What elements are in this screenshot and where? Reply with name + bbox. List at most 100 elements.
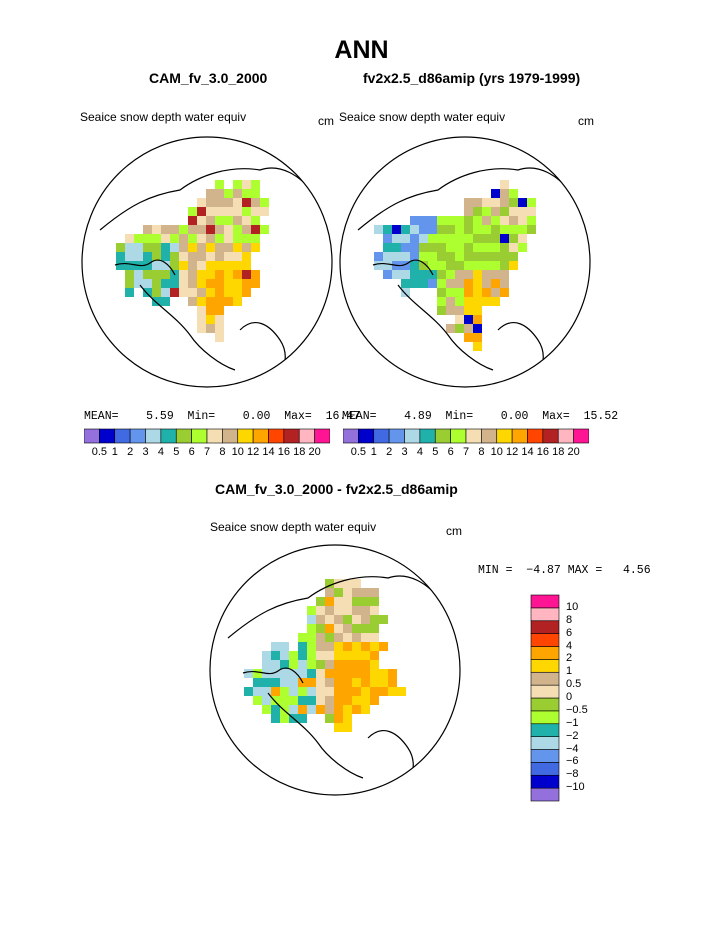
left-panel-title: CAM_fv_3.0_2000: [149, 70, 268, 86]
coastline: [242, 667, 304, 684]
colorbar-box: [450, 428, 467, 444]
colorbar-box: [237, 428, 254, 444]
colorbar-tick-label: 4: [157, 446, 164, 458]
right-min-label: Min=: [445, 410, 474, 423]
colorbar-tick-label: 14: [262, 446, 275, 458]
colorbar-tick-label: −1: [566, 716, 579, 729]
coastline: [357, 167, 574, 231]
colorbar-tick-label: −8: [566, 768, 579, 781]
colorbar-box: [175, 428, 192, 444]
colorbar-box: [557, 428, 574, 444]
right-mean-label: MEAN=: [342, 410, 377, 423]
colorbar-tick-label: 8: [219, 446, 226, 458]
left-max-value: 16.47: [325, 410, 361, 423]
colorbar-box: [573, 428, 589, 444]
right-panel-title: fv2x2.5_d86amip (yrs 1979-1999): [363, 70, 581, 86]
colorbar-box: [530, 594, 560, 609]
main-title: ANN: [334, 36, 389, 64]
colorbar-box: [129, 428, 146, 444]
colorbar-box: [465, 428, 482, 444]
colorbar-tick-label: 18: [293, 446, 306, 458]
coastline: [372, 259, 434, 276]
left-mean-value: 5.59: [146, 410, 174, 423]
map-border: [81, 136, 333, 388]
sea-ice-field: [374, 180, 536, 351]
colorbar-tick-label: 5: [432, 446, 439, 458]
colorbar-box: [373, 428, 390, 444]
colorbar-box: [191, 428, 208, 444]
diff-polar-map: [209, 544, 461, 796]
colorbar-tick-label: 1: [370, 446, 377, 458]
left-min-label: Min=: [187, 410, 216, 423]
sea-ice-field: [244, 579, 406, 732]
colorbar-box: [530, 684, 560, 699]
left-stats: MEAN= 5.59 Min= 0.00 Max= 16.47: [84, 410, 360, 423]
colorbar-box: [542, 428, 559, 444]
coastline: [397, 284, 494, 371]
colorbar-box: [511, 428, 528, 444]
colorbar-tick-label: 0: [566, 691, 573, 703]
colorbar-tick-label: 10: [566, 600, 579, 613]
coastline: [114, 259, 176, 276]
colorbar-tick-label: 18: [552, 446, 565, 458]
colorbar-tick-label: 6: [188, 446, 195, 458]
colorbar-tick-label: 20: [308, 446, 321, 458]
colorbar-tick-label: 2: [566, 652, 573, 665]
colorbar-box: [530, 671, 560, 686]
colorbar-box: [252, 428, 269, 444]
diff-colorbar: [530, 594, 560, 802]
colorbar-box: [268, 428, 285, 444]
right-min-value: 0.00: [500, 410, 529, 423]
colorbar-tick-label: 1: [566, 665, 573, 678]
colorbar-tick-label: 10: [490, 446, 503, 458]
colorbar-box: [481, 428, 498, 444]
colorbar-tick-label: 14: [521, 446, 534, 458]
colorbar-box: [530, 787, 560, 802]
diff-max-value: 4.56: [622, 564, 651, 577]
map-border: [209, 544, 461, 796]
colorbar-tick-label: 4: [566, 639, 573, 652]
diff-stats: MIN = −4.87 MAX = 4.56: [478, 564, 651, 577]
colorbar-tick-label: −2: [566, 729, 579, 742]
colorbar-box: [530, 723, 560, 737]
left-unit-label: cm: [318, 114, 334, 128]
colorbar-box: [343, 428, 359, 444]
left-colorbar: [84, 428, 330, 444]
colorbar-box: [530, 607, 560, 622]
colorbar-box: [145, 428, 162, 444]
left-min-value: 0.00: [242, 410, 271, 423]
colorbar-tick-label: 6: [566, 626, 573, 639]
colorbar-box: [530, 749, 560, 763]
diff-unit-label: cm: [446, 524, 462, 538]
colorbar-box: [298, 428, 315, 444]
colorbar-box: [314, 428, 330, 444]
colorbar-tick-label: 5: [173, 446, 180, 458]
right-colorbar-ticks: 0.5 1 2 3 4 5 6 7 8 10 12 14 16 18 20: [343, 446, 589, 460]
colorbar-box: [222, 428, 239, 444]
left-colorbar-ticks: 0.5 1 2 3 4 5 6 7 8 10 12 14 16 18 20: [84, 446, 330, 460]
left-mean-label: MEAN=: [84, 410, 119, 423]
colorbar-tick-label: −10: [566, 781, 585, 794]
colorbar-box: [206, 428, 223, 444]
colorbar-tick-label: 16: [277, 446, 290, 458]
right-stats: MEAN= 4.89 Min= 0.00 Max= 15.52: [342, 410, 618, 423]
colorbar-box: [404, 428, 421, 444]
colorbar-box: [530, 774, 560, 789]
colorbar-tick-label: 6: [447, 446, 454, 458]
colorbar-box: [530, 710, 560, 725]
colorbar-box: [388, 428, 405, 444]
colorbar-tick-label: 12: [247, 446, 260, 458]
colorbar-box: [530, 762, 560, 776]
colorbar-tick-label: 7: [203, 446, 211, 458]
colorbar-tick-label: 3: [142, 446, 149, 458]
colorbar-tick-label: 0.5: [566, 678, 582, 691]
right-field-label: Seaice snow depth water equiv: [339, 110, 506, 124]
colorbar-box: [160, 428, 177, 444]
colorbar-box: [530, 736, 560, 750]
left-field-label: Seaice snow depth water equiv: [80, 110, 247, 124]
colorbar-tick-label: 2: [386, 446, 393, 458]
colorbar-box: [283, 428, 300, 444]
colorbar-tick-label: 4: [416, 446, 423, 458]
colorbar-tick-label: 16: [536, 446, 549, 458]
right-colorbar: [343, 428, 589, 444]
